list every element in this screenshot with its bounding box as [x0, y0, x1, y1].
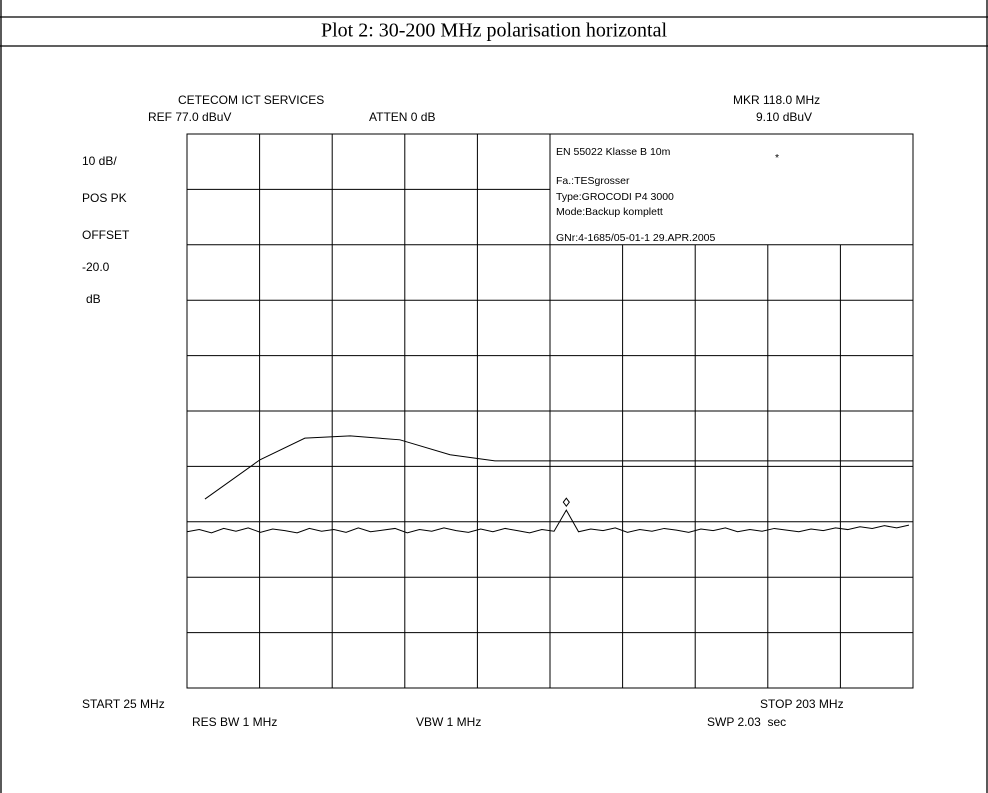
instrument-label: CETECOM ICT SERVICES [178, 93, 324, 107]
info-line: Mode:Backup komplett [556, 206, 663, 218]
start-label: START 25 MHz [82, 697, 165, 711]
side-label: dB [86, 292, 101, 306]
rbw-label: RES BW 1 MHz [192, 715, 277, 729]
vbw-label: VBW 1 MHz [416, 715, 481, 729]
stop-label: STOP 203 MHz [760, 697, 844, 711]
trace [186, 509, 910, 534]
marker [562, 497, 570, 507]
marker-freq: MKR 118.0 MHz [733, 93, 820, 107]
sweep-label: SWP 2.03 sec [707, 715, 786, 729]
side-label: POS PK [82, 191, 127, 205]
plot-title: Plot 2: 30-200 MHz polarisation horizont… [321, 20, 668, 42]
info-star: * [775, 152, 779, 164]
marker-level: 9.10 dBuV [756, 110, 812, 124]
info-line: Fa.:TESgrosser [556, 175, 630, 187]
info-line: Type:GROCODI P4 3000 [556, 191, 674, 203]
atten-label: ATTEN 0 dB [369, 110, 435, 124]
info-line: EN 55022 Klasse B 10m [556, 146, 671, 158]
side-label: -20.0 [82, 260, 110, 274]
trace [204, 435, 913, 500]
info-line: GNr:4-1685/05-01-1 29.APR.2005 [556, 232, 716, 244]
side-label: 10 dB/ [82, 154, 117, 168]
ref-label: REF 77.0 dBuV [148, 110, 231, 124]
side-label: OFFSET [82, 228, 130, 242]
